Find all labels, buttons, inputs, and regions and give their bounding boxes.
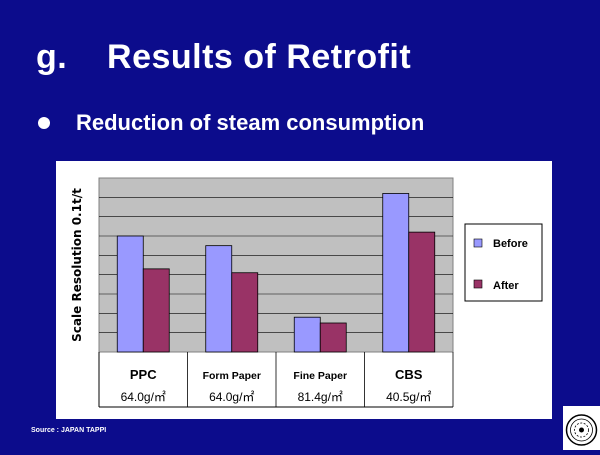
slide-title: g. Results of Retrofit [36, 38, 411, 77]
slide-subtitle: Reduction of steam consumption [76, 110, 425, 135]
bar-before [293, 316, 321, 353]
category-sublabel: 64.0g/㎡ [209, 390, 254, 404]
bar-after [231, 272, 259, 353]
category-label: CBS [395, 367, 423, 382]
y-axis-label: Scale Resolution 0.1t/t [70, 188, 84, 342]
title-letter: g. [36, 38, 68, 76]
legend-label-before: Before [493, 238, 528, 250]
bar-chart: PPC 64.0g/㎡ Form Paper 64.0g/㎡ Fine Paper 81.… [70, 177, 543, 408]
seal-icon [565, 414, 598, 446]
legend: Before After [464, 223, 543, 302]
category-label: Fine Paper [293, 370, 347, 382]
bullet-dot [38, 117, 50, 129]
bar-after [408, 231, 436, 353]
bar-before [205, 245, 233, 353]
chart-panel: PPC 64.0g/㎡ Form Paper 64.0g/㎡ Fine Paper 81.… [56, 161, 552, 419]
legend-label-after: After [493, 280, 519, 292]
bar-after [142, 268, 170, 353]
source-note: Source : JAPAN TAPPI [31, 427, 107, 434]
category-sublabel: 40.5g/㎡ [386, 390, 431, 404]
category-label: PPC [130, 367, 157, 382]
category-label: Form Paper [203, 370, 261, 382]
bar-before [116, 235, 144, 353]
legend-swatch-before [473, 238, 483, 248]
seal-logo [563, 406, 600, 450]
bars [116, 193, 436, 353]
category-sublabel: 64.0g/㎡ [121, 390, 166, 404]
bar-after [319, 322, 347, 353]
bar-before [382, 193, 410, 353]
category-table: PPC 64.0g/㎡ Form Paper 64.0g/㎡ Fine Paper 81.… [98, 352, 454, 408]
title-text: Results of Retrofit [107, 38, 412, 76]
category-sublabel: 81.4g/㎡ [298, 390, 343, 404]
legend-swatch-after [473, 279, 483, 289]
